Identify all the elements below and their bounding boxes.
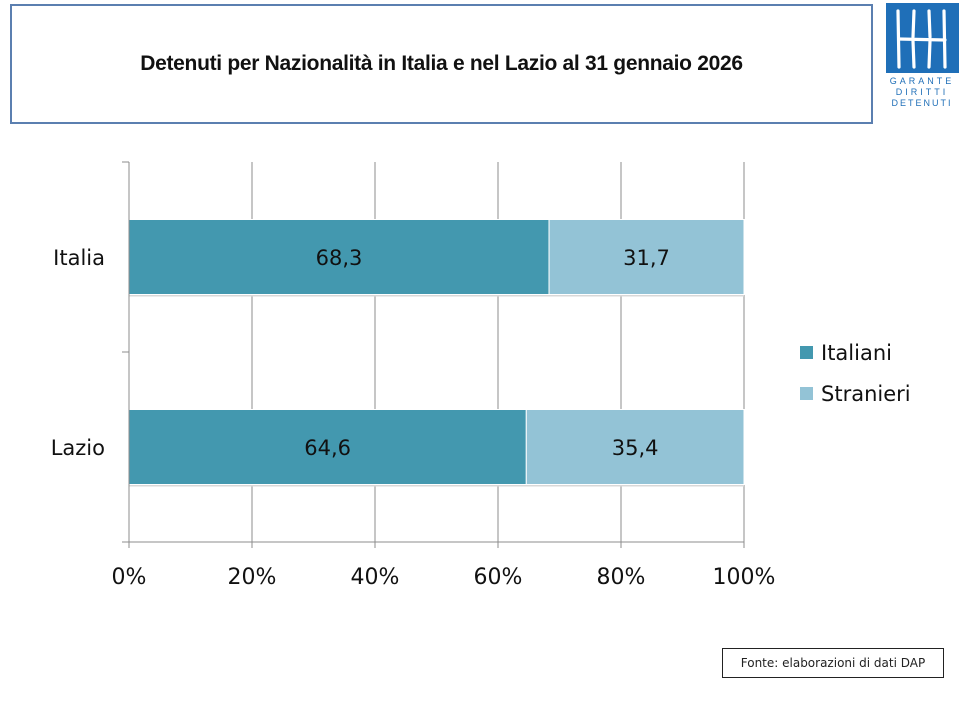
data-label: 68,3	[316, 246, 363, 270]
legend-label: Italiani	[821, 341, 892, 365]
legend-swatch-italiani	[800, 346, 813, 359]
legend-swatch-stranieri	[800, 387, 813, 400]
bar-segment-stranieri	[548, 219, 745, 295]
labels: 0% 20% 40% 60% 80% 100% 68,3 31,7 Italia 64,6 35,4…	[51, 246, 776, 590]
data-label: 31,7	[623, 246, 670, 270]
x-tick-label: 100%	[713, 565, 776, 590]
logo-text-line-3: DETENUTI	[892, 98, 953, 108]
garante-logo: GARANTE DIRITTI DETENUTI	[886, 3, 959, 108]
legend-label: Stranieri	[821, 382, 911, 406]
bar-segment-stranieri	[525, 409, 745, 485]
logo-glyph	[896, 9, 947, 69]
logo-text-line-1: GARANTE	[890, 76, 955, 86]
source-note: Fonte: elaborazioni di dati DAP	[722, 648, 944, 678]
title-box: Detenuti per Nazionalità in Italia e nel…	[10, 4, 873, 124]
x-tick-label: 0%	[112, 565, 147, 590]
x-tick-label: 20%	[228, 565, 277, 590]
logo-text-line-2: DIRITTI	[896, 87, 949, 97]
bars	[128, 219, 745, 487]
chart-title: Detenuti per Nazionalità in Italia e nel…	[140, 52, 743, 75]
x-tick-label: 40%	[351, 565, 400, 590]
x-tick-label: 80%	[597, 565, 646, 590]
bar-segment-italiani	[128, 219, 550, 295]
legend: Italiani Stranieri	[800, 341, 911, 406]
data-label: 64,6	[304, 436, 351, 460]
x-tick-label: 60%	[474, 565, 523, 590]
category-label: Italia	[53, 246, 105, 270]
axes	[122, 161, 744, 543]
source-text: Fonte: elaborazioni di dati DAP	[740, 656, 926, 670]
data-label: 35,4	[612, 436, 659, 460]
category-label: Lazio	[51, 436, 105, 460]
